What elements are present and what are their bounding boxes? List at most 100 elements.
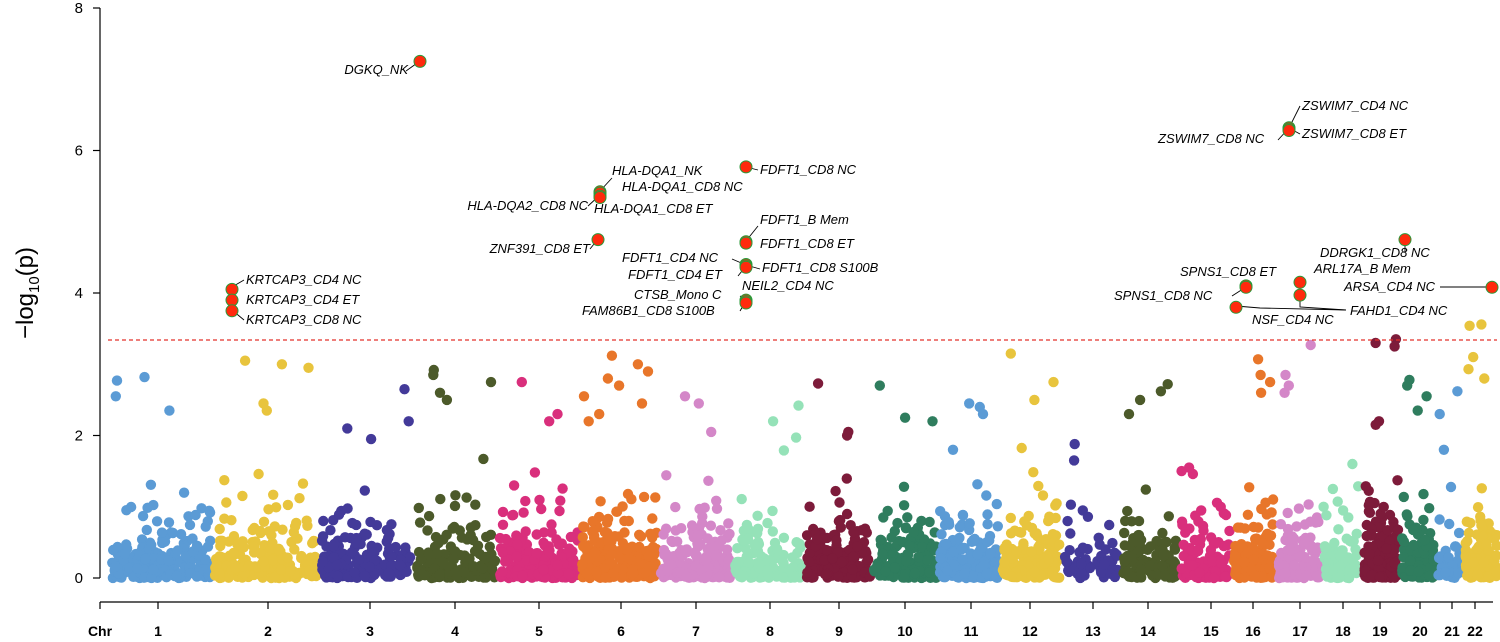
point — [812, 378, 824, 389]
point — [1370, 419, 1381, 430]
point — [721, 544, 733, 555]
point — [434, 569, 445, 581]
point — [898, 572, 910, 583]
point — [1366, 569, 1378, 581]
point — [1255, 387, 1267, 398]
point — [413, 502, 424, 514]
point — [200, 554, 211, 565]
point — [1398, 536, 1410, 547]
point — [672, 536, 683, 547]
point — [214, 551, 225, 562]
point — [1303, 499, 1314, 510]
point — [1062, 515, 1073, 527]
point — [1465, 517, 1476, 529]
point — [223, 536, 235, 547]
hit-point — [739, 260, 753, 274]
point — [214, 523, 225, 535]
hit-label: KRTCAP3_CD4 NC — [246, 272, 362, 287]
chr-tick-label: 5 — [535, 623, 543, 639]
point — [752, 510, 763, 521]
point — [1318, 501, 1329, 512]
point — [1460, 551, 1472, 563]
point — [552, 567, 564, 579]
hit-point — [591, 233, 605, 247]
point — [1445, 481, 1457, 493]
point — [399, 384, 410, 395]
point — [821, 569, 832, 580]
chr-tick-label: 19 — [1372, 623, 1388, 639]
point — [1145, 541, 1156, 552]
chr-tick-label: 18 — [1335, 623, 1351, 639]
point — [416, 554, 427, 565]
chr-3-points — [316, 384, 416, 584]
chr-7-points — [655, 391, 736, 584]
hit-label: CTSB_Mono C — [634, 287, 722, 302]
point — [477, 563, 488, 574]
point — [394, 560, 406, 571]
hit-label: ZSWIM7_CD4 NC — [1301, 98, 1409, 113]
point — [516, 376, 527, 388]
point — [1220, 571, 1231, 582]
point — [1476, 319, 1487, 330]
point — [289, 521, 301, 532]
hit-label: SPNS1_CD8 ET — [1180, 264, 1277, 279]
point — [1464, 320, 1475, 331]
point — [1262, 528, 1273, 539]
point — [1107, 537, 1118, 549]
point — [1412, 405, 1423, 416]
point — [957, 554, 968, 565]
point — [202, 562, 213, 573]
point — [1284, 545, 1295, 556]
point — [111, 375, 123, 386]
point — [267, 554, 278, 566]
point — [1405, 565, 1417, 576]
point — [565, 531, 577, 543]
point — [282, 499, 294, 511]
point — [1028, 467, 1039, 478]
hit-label: FDFT1_CD8 S100B — [762, 260, 879, 275]
point — [1253, 522, 1264, 533]
point — [449, 500, 461, 512]
point — [1144, 560, 1156, 571]
point — [1332, 496, 1343, 507]
hit-label: KRTCAP3_CD8 NC — [246, 312, 362, 327]
point — [531, 548, 542, 559]
point — [819, 554, 830, 566]
point — [1249, 570, 1261, 581]
point — [899, 412, 911, 423]
point — [1005, 348, 1016, 359]
point — [486, 563, 498, 575]
point — [1135, 564, 1147, 575]
point — [634, 529, 645, 540]
chr-tick-label: 4 — [451, 623, 459, 639]
significant-hits-layer — [225, 54, 1499, 318]
chr-tick-label: 22 — [1467, 623, 1483, 639]
point — [1453, 527, 1465, 539]
point — [191, 571, 203, 582]
point — [1076, 567, 1087, 578]
point — [583, 416, 594, 427]
point — [908, 526, 919, 538]
chr-19-points — [1359, 334, 1404, 583]
point — [836, 556, 848, 568]
point — [1238, 556, 1250, 568]
point — [404, 552, 416, 563]
point — [1364, 548, 1375, 560]
point — [536, 503, 547, 515]
point — [328, 540, 339, 552]
point — [787, 552, 798, 563]
point — [981, 568, 992, 580]
point — [1313, 516, 1324, 528]
hit-point — [1282, 124, 1296, 137]
point — [605, 558, 616, 569]
point — [1291, 521, 1302, 532]
point — [706, 426, 717, 438]
point — [638, 491, 650, 503]
point — [1205, 544, 1217, 556]
point — [423, 510, 435, 522]
point — [1140, 484, 1152, 495]
point — [119, 548, 130, 560]
point — [136, 534, 148, 545]
point — [253, 468, 264, 480]
point — [998, 567, 1010, 578]
